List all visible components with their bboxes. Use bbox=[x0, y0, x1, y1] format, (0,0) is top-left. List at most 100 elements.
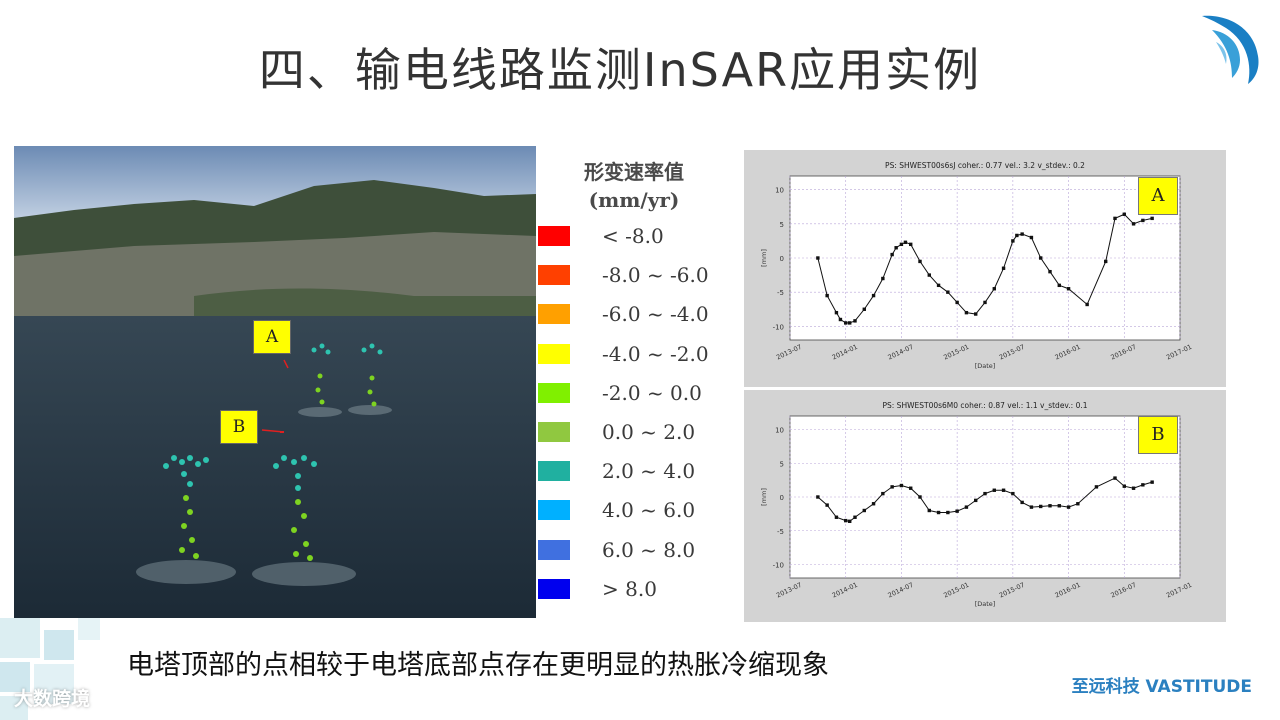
y-tick-label: 5 bbox=[780, 460, 784, 468]
data-point bbox=[992, 287, 996, 291]
data-point bbox=[992, 488, 996, 492]
data-point bbox=[1085, 302, 1089, 307]
data-point bbox=[890, 485, 894, 489]
page-title: 四、输电线路监测InSAR应用实例 bbox=[258, 43, 982, 97]
data-point bbox=[1094, 485, 1099, 489]
data-point bbox=[1020, 500, 1024, 505]
y-tick-label: -10 bbox=[773, 323, 784, 331]
watermark: 大数跨境 bbox=[14, 688, 91, 710]
data-point bbox=[1104, 259, 1108, 264]
plot-area bbox=[789, 415, 1181, 579]
legend-label: 6.0 ~ 8.0 bbox=[602, 537, 696, 562]
data-point bbox=[1048, 504, 1052, 508]
caption: 电塔顶部的点相较于电塔底部点存在更明显的热胀冷缩现象 bbox=[127, 650, 829, 681]
data-point bbox=[848, 519, 852, 523]
company-name: 至远科技 VASTITUDE bbox=[1071, 677, 1252, 697]
legend-swatch bbox=[538, 304, 570, 325]
data-point bbox=[1113, 216, 1117, 221]
y-tick-label: 5 bbox=[780, 221, 784, 229]
data-point bbox=[862, 307, 866, 311]
map-tag-b: B bbox=[220, 410, 258, 444]
data-point bbox=[1029, 505, 1034, 509]
legend: 形变速率值 (mm/yr) < -8.0 -8.0 ~ -6.0 -6.0 ~ -4… bbox=[534, 150, 734, 620]
y-tick-label: 0 bbox=[780, 494, 784, 502]
data-point bbox=[955, 300, 959, 305]
data-point bbox=[946, 290, 950, 294]
plot-area bbox=[789, 175, 1181, 341]
x-tick-label: 2014-01 bbox=[831, 581, 859, 600]
data-point bbox=[1076, 502, 1080, 506]
timeseries-chart-b: 10 5 0 -5 -10 2013-07 2014-01 2014-07 2015-01 201… bbox=[760, 401, 1193, 608]
y-axis-label: [mm] bbox=[760, 488, 768, 506]
x-tick-label: 2016-01 bbox=[1054, 343, 1082, 362]
data-point bbox=[1020, 232, 1024, 236]
x-tick-label: 2016-01 bbox=[1054, 581, 1082, 600]
data-point bbox=[1048, 269, 1052, 274]
data-point bbox=[1001, 266, 1006, 270]
data-point bbox=[871, 502, 876, 506]
data-point bbox=[903, 240, 908, 244]
data-point bbox=[1141, 218, 1145, 223]
x-axis-label: [Date] bbox=[975, 600, 996, 608]
y-tick-label: -5 bbox=[777, 289, 784, 297]
chart-title: PS: SHWEST00s6sJ coher.: 0.77 vel.: 3.2 … bbox=[885, 161, 1085, 170]
data-point bbox=[955, 509, 959, 513]
terrain-photo bbox=[14, 146, 536, 618]
legend-label: > 8.0 bbox=[602, 576, 657, 601]
data-point bbox=[974, 312, 978, 316]
legend-label: 2.0 ~ 4.0 bbox=[602, 459, 696, 484]
data-point bbox=[1141, 483, 1145, 487]
data-point bbox=[1011, 491, 1015, 496]
data-point bbox=[1150, 216, 1154, 221]
data-point bbox=[1113, 476, 1117, 480]
data-point bbox=[927, 273, 931, 277]
legend-item: < -8.0 bbox=[534, 224, 734, 248]
data-point bbox=[834, 310, 839, 315]
legend-item: -2.0 ~ 0.0 bbox=[534, 381, 734, 405]
data-point bbox=[983, 300, 987, 305]
legend-label: 4.0 ~ 6.0 bbox=[602, 498, 696, 523]
map-tag-a: A bbox=[253, 320, 291, 354]
data-point bbox=[881, 276, 885, 281]
data-point bbox=[983, 491, 987, 496]
chart-title: PS: SHWEST00s6M0 coher.: 0.87 vel.: 1.1 … bbox=[882, 401, 1087, 410]
data-point bbox=[1039, 256, 1043, 260]
data-point bbox=[974, 498, 978, 503]
data-point bbox=[1001, 488, 1006, 492]
corner-decoration bbox=[0, 618, 100, 720]
x-tick-label: 2015-07 bbox=[998, 343, 1026, 362]
data-point bbox=[909, 486, 913, 490]
legend-item: -6.0 ~ -4.0 bbox=[534, 302, 734, 326]
data-point bbox=[1057, 283, 1061, 288]
data-point bbox=[899, 483, 904, 488]
legend-item: 2.0 ~ 4.0 bbox=[534, 459, 734, 484]
x-axis-label: [Date] bbox=[975, 362, 996, 370]
x-tick-label: 2016-07 bbox=[1109, 581, 1137, 600]
data-point bbox=[1131, 486, 1136, 490]
legend-unit: (mm/yr) bbox=[588, 188, 680, 212]
data-point bbox=[1122, 484, 1126, 488]
legend-swatch bbox=[538, 539, 570, 560]
data-point bbox=[1122, 212, 1126, 216]
y-tick-label: 0 bbox=[780, 255, 784, 263]
chart-tag-a: A bbox=[1138, 177, 1178, 215]
y-axis-label: [mm] bbox=[760, 249, 768, 267]
data-point bbox=[862, 508, 866, 513]
legend-label: 0.0 ~ 2.0 bbox=[602, 420, 696, 444]
data-point bbox=[1029, 235, 1034, 240]
data-point bbox=[848, 321, 852, 325]
legend-swatch bbox=[538, 578, 570, 599]
data-point bbox=[816, 256, 820, 260]
data-point bbox=[1011, 239, 1015, 243]
data-point bbox=[936, 283, 941, 288]
data-point bbox=[881, 491, 885, 496]
data-point bbox=[1066, 505, 1071, 509]
data-point bbox=[844, 321, 848, 325]
data-point bbox=[871, 293, 876, 298]
company-logo-icon bbox=[1202, 15, 1259, 84]
data-point bbox=[899, 242, 904, 247]
legend-swatch bbox=[538, 422, 570, 442]
legend-swatch bbox=[538, 265, 570, 286]
data-point bbox=[918, 259, 922, 264]
legend-item: 4.0 ~ 6.0 bbox=[534, 498, 734, 523]
